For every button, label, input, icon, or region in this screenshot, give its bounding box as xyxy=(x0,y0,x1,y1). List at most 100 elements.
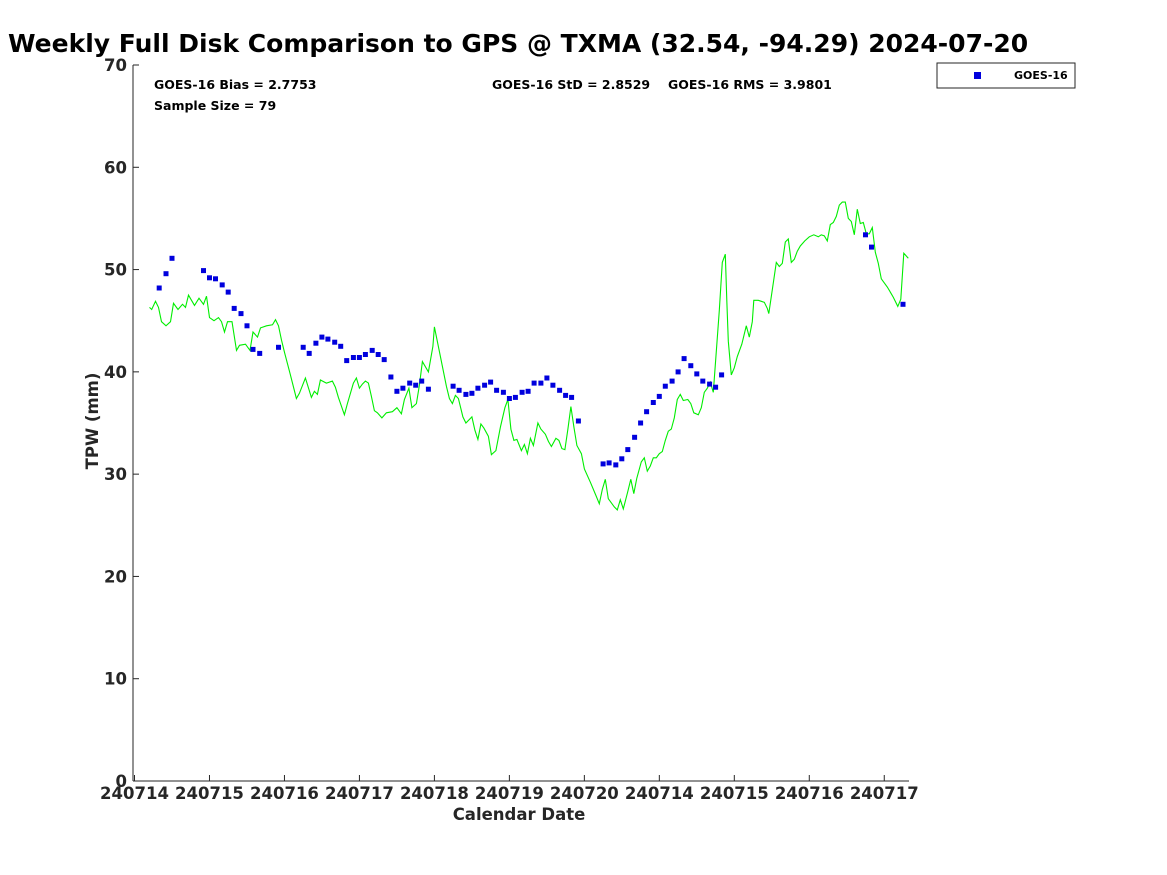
goes-16-point xyxy=(550,382,556,388)
goes-16-point xyxy=(475,385,481,391)
goes-16-point xyxy=(606,460,612,466)
goes-16-point xyxy=(306,350,312,356)
goes-16-point xyxy=(369,347,375,353)
goes-16-point xyxy=(250,346,256,352)
goes-16-point xyxy=(707,381,713,387)
chart-title: Weekly Full Disk Comparison to GPS @ TXM… xyxy=(8,29,1028,58)
goes-16-point xyxy=(688,363,694,369)
y-tick-label: 60 xyxy=(104,158,127,177)
goes-16-point xyxy=(625,447,631,453)
goes-16-point xyxy=(319,334,325,340)
y-tick-label: 30 xyxy=(104,465,127,484)
goes-16-point xyxy=(575,418,581,424)
goes-16-point xyxy=(638,420,644,426)
goes-16-point xyxy=(662,383,668,389)
goes-16-point xyxy=(482,382,488,388)
y-axis-label: TPW (mm) xyxy=(83,373,102,470)
legend-marker-goes-16 xyxy=(974,72,981,79)
goes-16-point xyxy=(356,355,362,360)
goes-16-point xyxy=(531,380,537,386)
goes-16-point xyxy=(388,374,394,380)
y-tick-label: 50 xyxy=(104,261,127,280)
goes-16-point xyxy=(681,356,687,362)
legend-label-goes-16: GOES-16 xyxy=(1014,69,1068,82)
goes-16-point xyxy=(644,409,650,415)
x-tick-label: 240716 xyxy=(775,784,844,803)
stat-std: GOES-16 StD = 2.8529 xyxy=(492,77,650,92)
goes-16-point xyxy=(450,383,456,389)
x-tick-label: 240719 xyxy=(475,784,544,803)
goes-16-point xyxy=(213,276,218,282)
goes-16-point xyxy=(156,285,162,291)
x-tick-label: 240717 xyxy=(850,784,919,803)
legend: GOES-16 xyxy=(936,62,1076,89)
goes-16-point xyxy=(863,232,868,238)
goes-16-point xyxy=(869,244,874,250)
goes-16-point xyxy=(619,456,625,462)
goes-16-point xyxy=(713,384,719,390)
goes-16-point xyxy=(381,357,387,363)
goes-16-point xyxy=(656,393,662,399)
y-tick-label: 70 xyxy=(104,56,127,75)
goes-16-point xyxy=(632,434,638,440)
goes-16-point xyxy=(313,340,319,346)
stat-bias: GOES-16 Bias = 2.7753 xyxy=(154,77,316,92)
goes-16-point xyxy=(900,301,906,307)
goes-16-point xyxy=(525,388,531,394)
stat-sample-size: Sample Size = 79 xyxy=(154,98,276,113)
goes-16-point xyxy=(413,382,419,388)
goes-16-point xyxy=(407,380,413,386)
goes-16-point xyxy=(506,396,512,401)
goes-16-point xyxy=(456,387,462,393)
goes-16-point xyxy=(600,461,606,467)
goes-16-point xyxy=(344,358,350,364)
x-tick-label: 240714 xyxy=(625,784,694,803)
goes-16-point xyxy=(338,343,344,349)
goes-16-point xyxy=(675,369,681,375)
goes-16-point xyxy=(650,400,656,405)
y-tick-label: 20 xyxy=(104,567,127,586)
x-tick-label: 240715 xyxy=(700,784,769,803)
series-line-gps xyxy=(149,201,909,511)
goes-16-point xyxy=(425,386,431,392)
goes-16-point xyxy=(463,391,469,397)
goes-16-point xyxy=(375,352,381,357)
x-tick-label: 240716 xyxy=(250,784,319,803)
goes-16-point xyxy=(419,378,425,384)
plot-area: 0 10 20 30 40 50 60 70 240714 240715 240716 240717… xyxy=(100,56,919,803)
goes-16-point xyxy=(563,392,569,398)
goes-16-point xyxy=(700,378,706,384)
goes-16-point xyxy=(500,389,506,395)
goes-16-point xyxy=(276,344,281,350)
y-tick-label: 40 xyxy=(104,363,127,382)
goes-16-point xyxy=(719,372,725,378)
goes-16-point xyxy=(557,387,563,393)
goes-16-point xyxy=(225,289,231,295)
goes-16-point xyxy=(519,389,525,395)
y-tick-label: 0 xyxy=(116,772,127,791)
goes-16-point xyxy=(488,379,494,385)
stat-rms: GOES-16 RMS = 3.9801 xyxy=(668,77,832,92)
goes-16-point xyxy=(613,462,619,468)
goes-16-point xyxy=(669,378,675,384)
legend-box xyxy=(936,62,1076,89)
goes-16-point xyxy=(257,350,263,356)
goes-16-point xyxy=(512,394,518,400)
goes-16-point xyxy=(494,387,500,393)
goes-16-point xyxy=(332,339,338,345)
goes-16-point xyxy=(400,385,406,391)
goes-16-point xyxy=(694,371,700,377)
goes-16-point xyxy=(569,394,575,400)
goes-16-point xyxy=(219,282,225,288)
y-tick-label: 10 xyxy=(104,670,127,689)
x-tick-label: 240714 xyxy=(100,784,169,803)
series-points-goes-16 xyxy=(156,232,906,468)
goes-16-point xyxy=(244,323,250,329)
goes-16-point xyxy=(394,388,400,394)
goes-16-point xyxy=(362,352,368,357)
x-axis-label: Calendar Date xyxy=(453,805,586,824)
goes-16-point xyxy=(538,380,544,386)
goes-16-point xyxy=(163,271,169,277)
